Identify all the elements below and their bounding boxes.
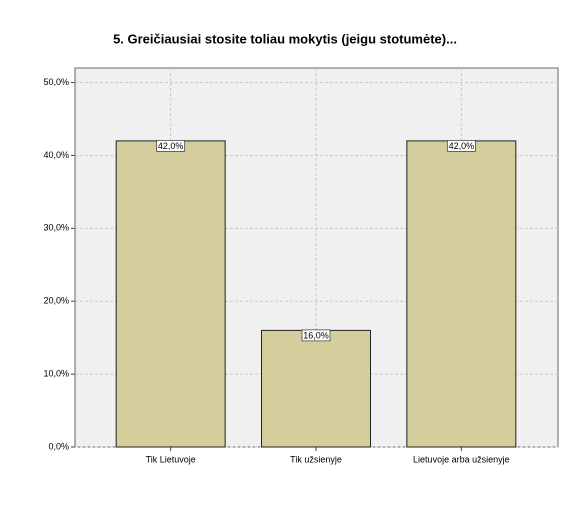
y-tick-label: 20,0%	[43, 296, 69, 306]
y-tick-label: 30,0%	[43, 223, 69, 233]
value-label-box	[446, 140, 476, 152]
y-tick-label: 50,0%	[43, 77, 69, 87]
bar	[261, 329, 371, 448]
value-label: 42,0%	[158, 141, 184, 151]
value-label-box	[156, 140, 186, 152]
chart-title: 5. Greičiausiai stosite toliau mokytis (…	[113, 31, 457, 46]
value-label: 42,0%	[449, 141, 475, 151]
value-label: 16,0%	[303, 330, 329, 340]
bar	[406, 140, 517, 448]
x-tick-label: Tik užsienyje	[290, 454, 342, 464]
bar	[115, 140, 226, 448]
x-tick-label: Tik Lietuvoje	[146, 454, 196, 464]
y-tick-label: 0,0%	[48, 441, 69, 451]
value-label-box	[301, 329, 331, 342]
y-tick-label: 10,0%	[43, 368, 69, 378]
y-tick-label: 40,0%	[43, 150, 69, 160]
x-tick-label: Lietuvoje arba užsienyje	[413, 454, 510, 464]
